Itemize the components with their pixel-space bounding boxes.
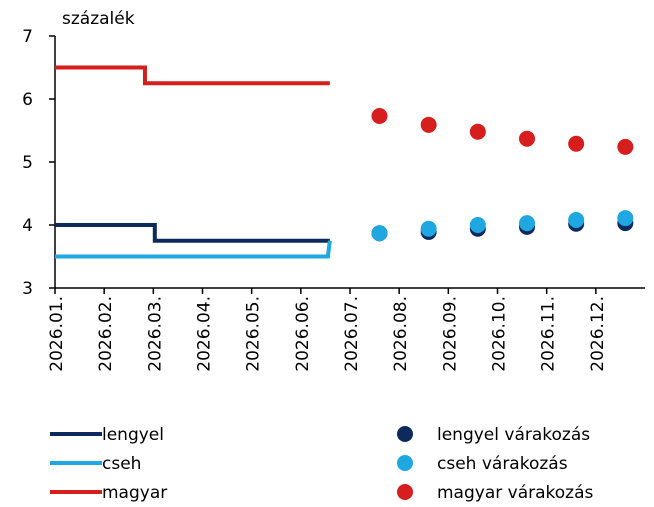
legend-label: cseh bbox=[102, 454, 141, 474]
x-tick-label: 2026.06. bbox=[293, 296, 313, 372]
dot bbox=[469, 123, 486, 140]
y-tick-label: 5 bbox=[22, 153, 33, 173]
legend-label: magyar bbox=[102, 483, 167, 503]
dot bbox=[568, 135, 585, 152]
y-tick-label: 4 bbox=[22, 216, 33, 236]
y-tick-label: 6 bbox=[22, 90, 33, 110]
line-series bbox=[55, 65, 330, 86]
y-unit-label: százalék bbox=[62, 9, 135, 29]
legend-label: cseh várakozás bbox=[437, 454, 568, 474]
x-tick-label: 2026.12. bbox=[588, 296, 608, 372]
line-series bbox=[55, 240, 332, 259]
dot bbox=[371, 108, 388, 125]
y-tick-label: 7 bbox=[22, 27, 33, 47]
dot bbox=[519, 130, 535, 147]
x-tick-label: 2026.04. bbox=[195, 296, 215, 372]
x-tick-label: 2026.02. bbox=[96, 296, 116, 372]
x-tick-label: 2026.09. bbox=[440, 296, 460, 372]
x-tick-label: 2026.08. bbox=[391, 296, 411, 372]
legend-label: lengyel bbox=[102, 425, 164, 445]
y-tick-label: 3 bbox=[22, 279, 33, 299]
legend-label: magyar várakozás bbox=[437, 483, 594, 503]
dot bbox=[617, 138, 634, 155]
dot bbox=[420, 220, 437, 237]
legend-label: lengyel várakozás bbox=[437, 425, 590, 445]
dot bbox=[469, 217, 486, 233]
dot bbox=[568, 211, 585, 228]
x-tick-label: 2026.03. bbox=[145, 296, 165, 372]
line-series bbox=[55, 223, 330, 243]
dot bbox=[420, 116, 437, 133]
x-tick-label: 2026.01. bbox=[47, 296, 67, 372]
x-tick-label: 2026.10. bbox=[490, 296, 510, 372]
dot bbox=[519, 215, 535, 232]
x-tick-label: 2026.11. bbox=[539, 296, 559, 372]
legend-swatch bbox=[397, 484, 413, 500]
legend-swatch bbox=[397, 455, 413, 471]
x-tick-label: 2026.05. bbox=[244, 296, 264, 372]
x-tick-label: 2026.07. bbox=[342, 296, 362, 372]
legend-swatch bbox=[397, 426, 413, 442]
dot bbox=[617, 210, 634, 227]
dot bbox=[371, 225, 388, 242]
